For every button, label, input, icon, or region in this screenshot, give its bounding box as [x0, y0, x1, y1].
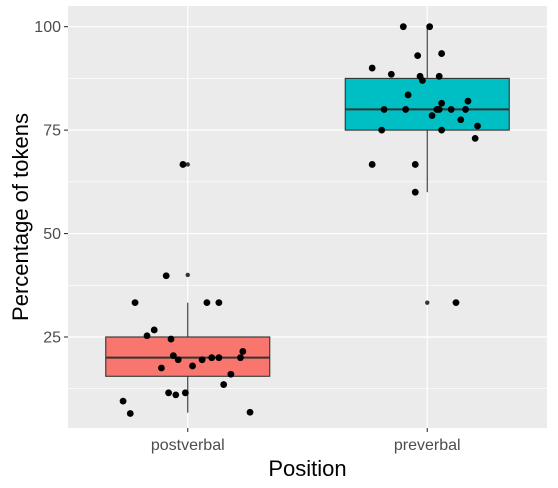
- data-point: [438, 126, 446, 134]
- x-tick-label: preverbal: [394, 437, 461, 454]
- y-tick-label: 25: [43, 329, 61, 346]
- data-point: [198, 356, 206, 364]
- data-point: [414, 52, 422, 60]
- data-point: [426, 23, 434, 31]
- data-point: [457, 116, 465, 124]
- data-point: [246, 408, 254, 416]
- data-point: [172, 391, 180, 399]
- minor-gridlines: [68, 78, 547, 389]
- data-point: [368, 161, 376, 168]
- data-point: [162, 272, 170, 280]
- data-point: [464, 97, 472, 105]
- data-point: [237, 354, 244, 362]
- outlier-point: [425, 300, 430, 305]
- data-point: [380, 106, 388, 113]
- data-point: [419, 77, 426, 84]
- outlier-point: [185, 162, 190, 167]
- data-point: [474, 122, 481, 130]
- box-rect: [344, 77, 510, 131]
- data-point: [143, 332, 151, 340]
- y-axis: 25 50 75 100: [34, 19, 68, 346]
- data-point: [131, 299, 139, 307]
- x-axis: postverbal preverbal: [151, 428, 461, 454]
- data-point: [438, 99, 446, 107]
- data-point: [174, 356, 182, 364]
- data-point: [411, 188, 419, 196]
- data-point: [215, 354, 223, 362]
- outlier-point: [185, 272, 190, 278]
- data-point: [150, 326, 158, 334]
- data-point: [447, 106, 455, 113]
- data-point: [220, 381, 228, 388]
- data-point: [126, 410, 134, 417]
- data-point: [402, 106, 410, 113]
- data-point: [368, 64, 376, 72]
- data-point: [239, 348, 247, 355]
- data-point: [438, 50, 446, 57]
- data-point: [119, 397, 127, 405]
- data-point: [428, 112, 436, 120]
- y-tick-label: 50: [43, 226, 61, 243]
- box-preverbal: [344, 26, 510, 305]
- data-point: [404, 91, 412, 99]
- data-point: [387, 70, 395, 78]
- data-point: [435, 106, 443, 113]
- data-point: [165, 389, 172, 397]
- data-point: [208, 354, 216, 362]
- y-tick-label: 75: [43, 123, 61, 140]
- y-axis-title: Percentage of tokens: [8, 113, 33, 321]
- data-point: [158, 364, 165, 372]
- data-point: [215, 299, 223, 307]
- jitter-points-layer: [119, 23, 481, 417]
- data-point: [179, 161, 187, 168]
- data-point: [189, 362, 196, 370]
- data-point: [471, 134, 479, 142]
- y-tick-label: 100: [34, 19, 61, 36]
- box-rect: [105, 336, 271, 377]
- data-point: [203, 299, 211, 307]
- data-point: [462, 106, 469, 113]
- data-point: [435, 72, 443, 80]
- x-tick-label: postverbal: [151, 437, 225, 454]
- data-point: [399, 23, 407, 31]
- data-point: [169, 352, 177, 359]
- data-point: [167, 335, 175, 343]
- data-point: [452, 299, 460, 307]
- data-point: [378, 126, 386, 134]
- data-point: [411, 161, 419, 168]
- x-axis-title: Position: [268, 456, 346, 481]
- data-point: [227, 370, 235, 378]
- data-point: [181, 389, 189, 397]
